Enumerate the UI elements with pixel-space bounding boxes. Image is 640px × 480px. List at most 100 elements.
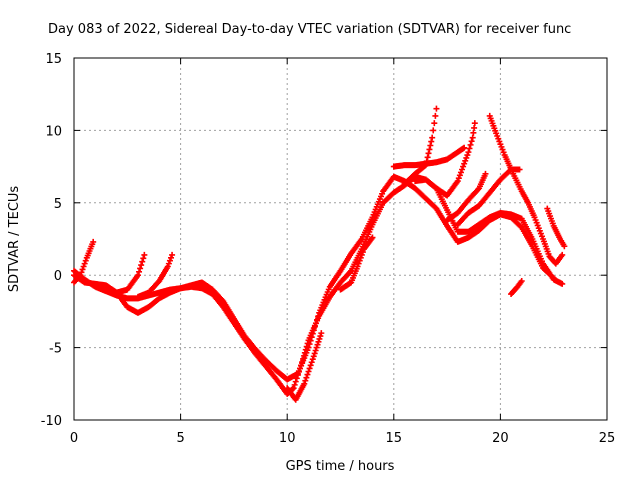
chart-title: Day 083 of 2022, Sidereal Day-to-day VTE… bbox=[48, 22, 571, 37]
data-point-marker bbox=[310, 327, 317, 334]
data-point-marker bbox=[475, 186, 482, 193]
x-tick-label: 15 bbox=[386, 431, 403, 446]
data-series bbox=[71, 105, 568, 403]
series-spike-arc-6 bbox=[486, 112, 566, 267]
x-tick-label: 0 bbox=[70, 431, 78, 446]
data-point-marker bbox=[561, 243, 568, 250]
data-point-marker bbox=[307, 362, 314, 369]
data-point-marker bbox=[464, 152, 471, 159]
series-spike-arc-4 bbox=[444, 170, 489, 224]
data-point-marker bbox=[428, 138, 435, 145]
data-point-marker bbox=[369, 234, 376, 241]
data-point-marker bbox=[455, 175, 462, 182]
data-point-marker bbox=[311, 323, 318, 330]
data-point-marker bbox=[549, 274, 556, 281]
data-point-marker bbox=[454, 178, 461, 185]
data-point-marker bbox=[312, 347, 319, 354]
data-point-marker bbox=[136, 268, 143, 275]
data-point-marker bbox=[355, 260, 362, 267]
data-point-marker bbox=[90, 238, 97, 245]
series-short-segment bbox=[508, 277, 525, 298]
data-point-marker bbox=[140, 255, 147, 262]
series-spike-arc-1 bbox=[401, 105, 440, 187]
series-late-dip bbox=[284, 330, 325, 403]
data-point-marker bbox=[457, 169, 464, 176]
data-point-marker bbox=[550, 275, 557, 282]
data-point-marker bbox=[308, 359, 315, 366]
x-tick-label: 25 bbox=[599, 431, 616, 446]
data-point-marker bbox=[164, 263, 171, 270]
y-tick-label: 0 bbox=[54, 269, 62, 284]
y-tick-label: 15 bbox=[45, 52, 62, 67]
data-point-marker bbox=[168, 254, 175, 261]
data-point-marker bbox=[306, 341, 313, 348]
series-mid-arc-b bbox=[134, 251, 176, 300]
data-point-marker bbox=[306, 365, 313, 372]
plot-frame bbox=[73, 57, 608, 421]
data-point-marker bbox=[314, 341, 321, 348]
data-point-marker bbox=[134, 272, 141, 279]
data-point-marker bbox=[427, 142, 434, 149]
data-point-marker bbox=[303, 374, 310, 381]
data-point-marker bbox=[309, 356, 316, 363]
data-point-marker bbox=[311, 350, 318, 357]
data-point-marker bbox=[307, 337, 314, 344]
data-point-marker bbox=[359, 249, 366, 256]
data-point-marker bbox=[456, 172, 463, 179]
x-axis-label: GPS time / hours bbox=[286, 459, 395, 474]
data-point-marker bbox=[141, 251, 148, 258]
data-point-marker bbox=[290, 385, 297, 392]
data-point-marker bbox=[356, 257, 363, 264]
data-point-marker bbox=[318, 330, 325, 337]
data-point-marker bbox=[139, 258, 146, 265]
x-tick-label: 10 bbox=[279, 431, 296, 446]
data-point-marker bbox=[315, 313, 322, 320]
data-point-marker bbox=[292, 378, 299, 385]
y-tick-label: 5 bbox=[54, 197, 62, 212]
data-point-marker bbox=[429, 134, 436, 141]
axis-ticks: 0 5 10 15 20 25 -10 -5 0 5 10 15 bbox=[41, 52, 616, 446]
y-tick-label: -5 bbox=[49, 342, 62, 357]
data-point-marker bbox=[465, 149, 472, 156]
data-point-marker bbox=[312, 320, 319, 327]
data-point-marker bbox=[347, 269, 354, 276]
data-point-marker bbox=[169, 251, 176, 258]
data-point-marker bbox=[79, 266, 86, 273]
data-point-marker bbox=[314, 316, 321, 323]
data-point-marker bbox=[559, 251, 566, 258]
data-point-marker bbox=[430, 127, 437, 134]
series-spike-arc-3 bbox=[412, 120, 478, 199]
data-point-marker bbox=[467, 141, 474, 148]
data-point-marker bbox=[82, 257, 89, 264]
data-point-marker bbox=[466, 145, 473, 152]
data-point-marker bbox=[433, 105, 440, 112]
data-point-marker bbox=[518, 277, 525, 284]
data-point-marker bbox=[463, 154, 470, 161]
data-point-marker bbox=[316, 335, 323, 342]
data-point-marker bbox=[461, 160, 468, 167]
data-point-marker bbox=[313, 344, 320, 351]
data-point-marker bbox=[138, 262, 145, 269]
data-point-marker bbox=[317, 333, 324, 340]
series-rise-arc bbox=[337, 234, 376, 293]
data-point-marker bbox=[137, 265, 144, 272]
data-point-marker bbox=[471, 120, 478, 127]
data-point-marker bbox=[425, 150, 432, 157]
data-point-marker bbox=[468, 138, 475, 145]
data-point-marker bbox=[459, 166, 466, 173]
grid bbox=[74, 58, 607, 420]
data-point-marker bbox=[426, 146, 433, 153]
data-point-marker bbox=[424, 154, 431, 161]
data-point-marker bbox=[166, 257, 173, 264]
series-mid-arc-a bbox=[102, 251, 148, 296]
y-tick-label: -10 bbox=[41, 414, 62, 429]
data-point-marker bbox=[291, 381, 298, 388]
x-tick-label: 20 bbox=[492, 431, 509, 446]
data-point-marker bbox=[309, 330, 316, 337]
data-point-marker bbox=[431, 120, 438, 127]
data-point-marker bbox=[305, 344, 312, 351]
data-point-marker bbox=[358, 251, 365, 258]
series-end-arc bbox=[544, 205, 568, 250]
data-point-marker bbox=[357, 254, 364, 261]
